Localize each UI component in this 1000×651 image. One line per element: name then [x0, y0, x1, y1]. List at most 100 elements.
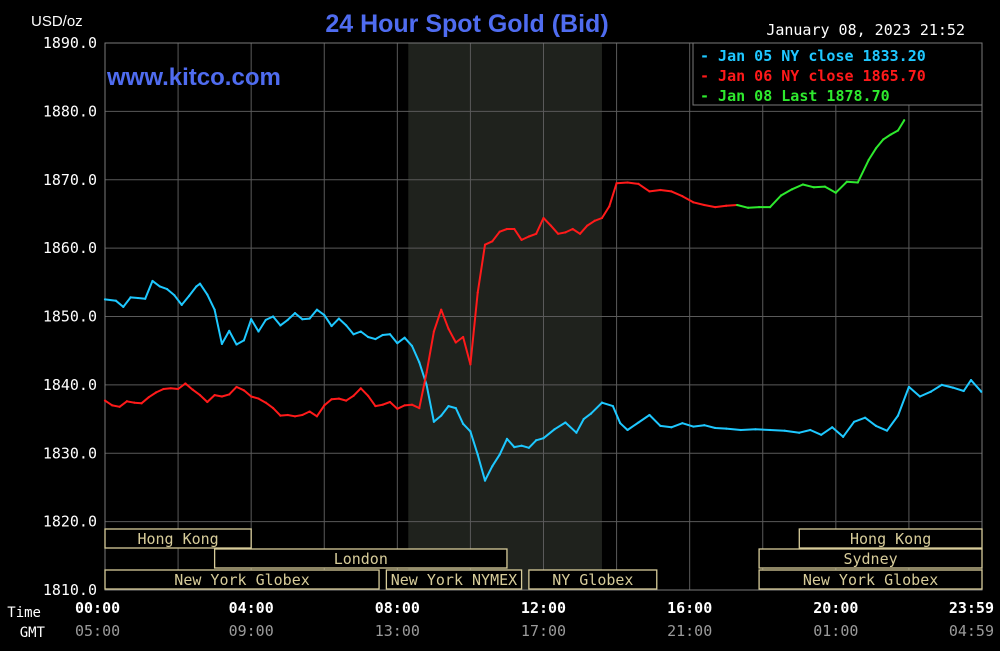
series-point: [136, 296, 139, 300]
series-point: [337, 317, 340, 320]
series-point: [447, 327, 450, 330]
series-point: [714, 206, 717, 209]
series-point: [929, 390, 932, 393]
series-point: [790, 188, 794, 191]
series-point: [330, 398, 333, 401]
series-line-2: [104, 181, 738, 418]
series-point: [557, 232, 560, 235]
series-point: [505, 227, 509, 231]
series-point: [867, 158, 870, 162]
series-point: [352, 394, 355, 397]
series-point: [191, 388, 194, 391]
session-label: Hong Kong: [137, 530, 218, 548]
series-point: [374, 404, 377, 408]
series-point: [158, 285, 161, 288]
series-point: [823, 185, 826, 188]
series-point: [228, 393, 231, 396]
series-point: [425, 383, 428, 386]
series-point: [462, 422, 465, 425]
series-point: [271, 315, 275, 318]
series-point: [491, 465, 494, 468]
series-point: [235, 343, 238, 346]
series-point: [505, 437, 509, 440]
series-point: [498, 230, 501, 233]
series-point: [874, 424, 878, 427]
series-point: [951, 386, 954, 389]
series-point: [323, 314, 326, 317]
series-point: [279, 324, 282, 327]
series-point: [940, 383, 943, 386]
series-point: [432, 420, 435, 423]
series-point: [845, 180, 848, 183]
series-point: [345, 399, 348, 402]
y-tick-label: 1810.0: [43, 581, 97, 599]
series-point: [403, 404, 406, 407]
y-tick-label: 1890.0: [43, 34, 97, 52]
series-point: [527, 446, 530, 449]
series-point: [359, 387, 362, 390]
x-tick-label-ny: 16:00: [667, 599, 712, 617]
series-point: [374, 337, 377, 341]
series-point: [969, 378, 973, 382]
series-point: [831, 426, 834, 429]
series-point: [582, 417, 585, 421]
series-point: [659, 424, 662, 427]
series-point: [768, 428, 772, 432]
series-point: [980, 390, 983, 393]
x-tick-label-gmt: 17:00: [521, 622, 566, 640]
series-point: [670, 426, 673, 429]
series-point: [491, 240, 494, 243]
series-point: [600, 401, 604, 404]
session-bar: [104, 528, 252, 549]
series-point: [206, 400, 209, 404]
series-point: [242, 339, 245, 342]
x-tick-label-gmt: 09:00: [229, 622, 274, 640]
series-point: [863, 416, 867, 419]
series-point: [330, 324, 333, 328]
series-point: [834, 191, 837, 194]
series-point: [293, 415, 297, 418]
y-tick-label: 1860.0: [43, 239, 97, 257]
y-tick-label: 1880.0: [43, 102, 97, 120]
series-point: [962, 389, 965, 393]
series-point: [114, 299, 118, 302]
series-point: [498, 453, 501, 456]
series-point: [586, 224, 589, 227]
series-point: [301, 318, 304, 321]
series-point: [271, 407, 275, 410]
legend-box: [692, 42, 983, 106]
series-point: [359, 330, 362, 333]
series-point: [626, 428, 629, 432]
series-point: [308, 317, 311, 320]
series-point: [611, 404, 615, 408]
legend-entry: - Jan 05 NY close 1833.20: [700, 47, 926, 65]
series-point: [476, 291, 479, 294]
session-bar: [104, 569, 380, 590]
x-tick-label-ny: 20:00: [813, 599, 858, 617]
series-point: [140, 402, 143, 405]
series-point: [180, 303, 183, 306]
series-point: [286, 413, 289, 417]
series-point: [144, 297, 147, 300]
series-point: [589, 412, 593, 415]
y-tick-label: 1850.0: [43, 308, 97, 326]
series-point: [918, 395, 921, 398]
series-point: [337, 397, 340, 400]
series-point: [527, 235, 530, 238]
series-point: [228, 329, 231, 332]
series-point: [703, 424, 706, 427]
series-point: [549, 224, 552, 227]
series-point: [619, 422, 622, 425]
series-point: [768, 206, 772, 209]
series-point: [626, 181, 629, 184]
series-point: [725, 204, 728, 207]
series-point: [454, 407, 457, 410]
session-bar: [528, 569, 658, 590]
series-point: [670, 190, 673, 193]
y-tick-label: 1870.0: [43, 171, 97, 189]
series-point: [125, 400, 129, 403]
session-bar: [758, 569, 983, 590]
series-point: [440, 308, 443, 311]
session-label: New York NYMEX: [391, 571, 517, 589]
